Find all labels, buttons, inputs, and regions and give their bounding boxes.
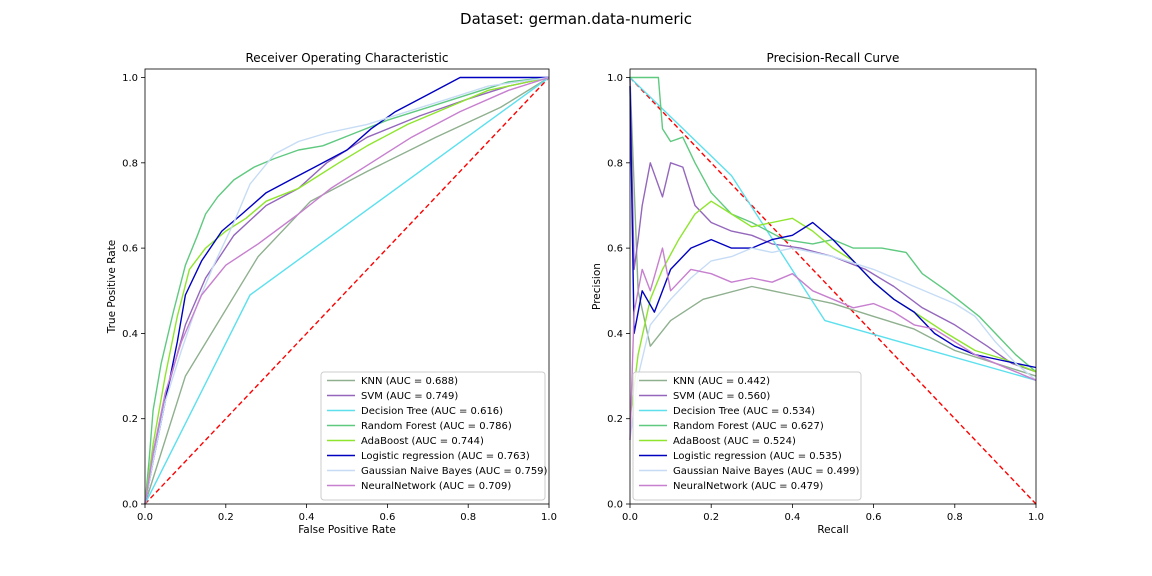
pr-series-6-line <box>629 247 1037 441</box>
roc-legend-box <box>320 371 546 501</box>
pr-legend-label: Decision Tree (AUC = 0.534) <box>673 406 815 417</box>
pr-xtick-label: 0.6 <box>866 512 882 523</box>
roc-series-6-line <box>144 76 550 505</box>
pr-legend-label: Gaussian Naive Bayes (AUC = 0.499) <box>673 466 860 477</box>
pr-ytick-label: 0.0 <box>607 500 623 511</box>
roc-axes-frame <box>144 68 550 505</box>
roc-legend-label: Logistic regression (AUC = 0.763) <box>361 451 530 462</box>
roc-series-3-line <box>144 76 550 505</box>
roc-ylabel: True Positive Rate <box>106 240 118 335</box>
pr-series-7-line <box>629 247 1037 441</box>
pr-series-5-line <box>629 86 1037 369</box>
roc-xlabel: False Positive Rate <box>298 524 396 536</box>
pr-ytick-label: 0.8 <box>607 158 623 169</box>
roc-ytick-label: 0.0 <box>122 500 138 511</box>
roc-reference-line <box>144 77 550 505</box>
pr-ytick-label: 0.2 <box>607 414 623 425</box>
pr-axes-frame <box>629 68 1037 505</box>
roc-ytick-label: 0.6 <box>122 244 138 255</box>
pr-xtick-label: 0.4 <box>784 512 800 523</box>
roc-legend-label: Random Forest (AUC = 0.786) <box>361 421 512 432</box>
pr-legend-label: SVM (AUC = 0.560) <box>673 391 770 402</box>
roc-xtick-label: 1.0 <box>541 512 557 523</box>
roc-series-5-line <box>144 76 549 505</box>
pr-reference-line <box>629 77 1037 505</box>
pr-ytick-label: 0.4 <box>607 329 623 340</box>
roc-xtick-label: 0.2 <box>218 512 234 523</box>
roc-legend-label: Gaussian Naive Bayes (AUC = 0.759) <box>361 466 548 477</box>
figure-suptitle: Dataset: german.data-numeric <box>460 10 692 28</box>
roc-series-2-line <box>144 76 550 505</box>
roc-ytick-label: 1.0 <box>122 73 138 84</box>
roc-ytick-label: 0.4 <box>122 329 138 340</box>
pr-legend-label: Logistic regression (AUC = 0.535) <box>673 451 842 462</box>
pr-legend-label: AdaBoost (AUC = 0.524) <box>673 436 796 447</box>
pr-series-3-line <box>630 76 1037 373</box>
pr-xtick-label: 0.2 <box>703 512 719 523</box>
pr-xtick-label: 0.8 <box>947 512 963 523</box>
roc-legend-label: SVM (AUC = 0.749) <box>361 391 458 402</box>
roc-legend-label: Decision Tree (AUC = 0.616) <box>361 406 503 417</box>
pr-title: Precision-Recall Curve <box>767 51 900 65</box>
pr-series-2-line <box>629 76 1037 381</box>
roc-legend-label: AdaBoost (AUC = 0.744) <box>361 436 484 447</box>
pr-ytick-label: 0.6 <box>607 244 623 255</box>
roc-panel: Receiver Operating Characteristic 0.0 0.2 0… <box>106 51 557 536</box>
roc-xtick-label: 0.8 <box>460 512 476 523</box>
pr-series-0-line <box>629 77 1037 377</box>
pr-ytick-label: 1.0 <box>607 73 623 84</box>
pr-panel: Precision-Recall Curve 0.0 0.2 0.4 0.6 0.8 1.0… <box>591 51 1044 536</box>
roc-ytick-label: 0.2 <box>122 414 138 425</box>
pr-series-4-line <box>629 200 1037 419</box>
pr-legend: KNN (AUC = 0.442) SVM (AUC = 0.560) Decisi… <box>632 371 862 501</box>
roc-series-7-line <box>144 76 550 505</box>
pr-xtick-label: 1.0 <box>1028 512 1044 523</box>
pr-legend-box <box>632 371 862 501</box>
roc-legend-label: KNN (AUC = 0.688) <box>361 376 458 387</box>
pr-xlabel: Recall <box>817 524 848 536</box>
pr-xtick-label: 0.0 <box>622 512 638 523</box>
pr-ylabel: Precision <box>591 263 603 310</box>
roc-ytick-label: 0.8 <box>122 158 138 169</box>
roc-xtick-label: 0.4 <box>299 512 315 523</box>
roc-legend: KNN (AUC = 0.688) SVM (AUC = 0.749) Decisi… <box>320 371 548 501</box>
pr-legend-label: NeuralNetwork (AUC = 0.479) <box>673 481 823 492</box>
roc-xtick-label: 0.6 <box>379 512 395 523</box>
roc-series-0-line <box>144 76 550 505</box>
pr-legend-label: Random Forest (AUC = 0.627) <box>673 421 824 432</box>
pr-legend-label: KNN (AUC = 0.442) <box>673 376 770 387</box>
roc-title: Receiver Operating Characteristic <box>245 51 448 65</box>
roc-legend-label: NeuralNetwork (AUC = 0.709) <box>361 481 511 492</box>
roc-xtick-label: 0.0 <box>137 512 153 523</box>
roc-series-4-line <box>144 76 550 505</box>
pr-series-1-line <box>629 77 1037 373</box>
